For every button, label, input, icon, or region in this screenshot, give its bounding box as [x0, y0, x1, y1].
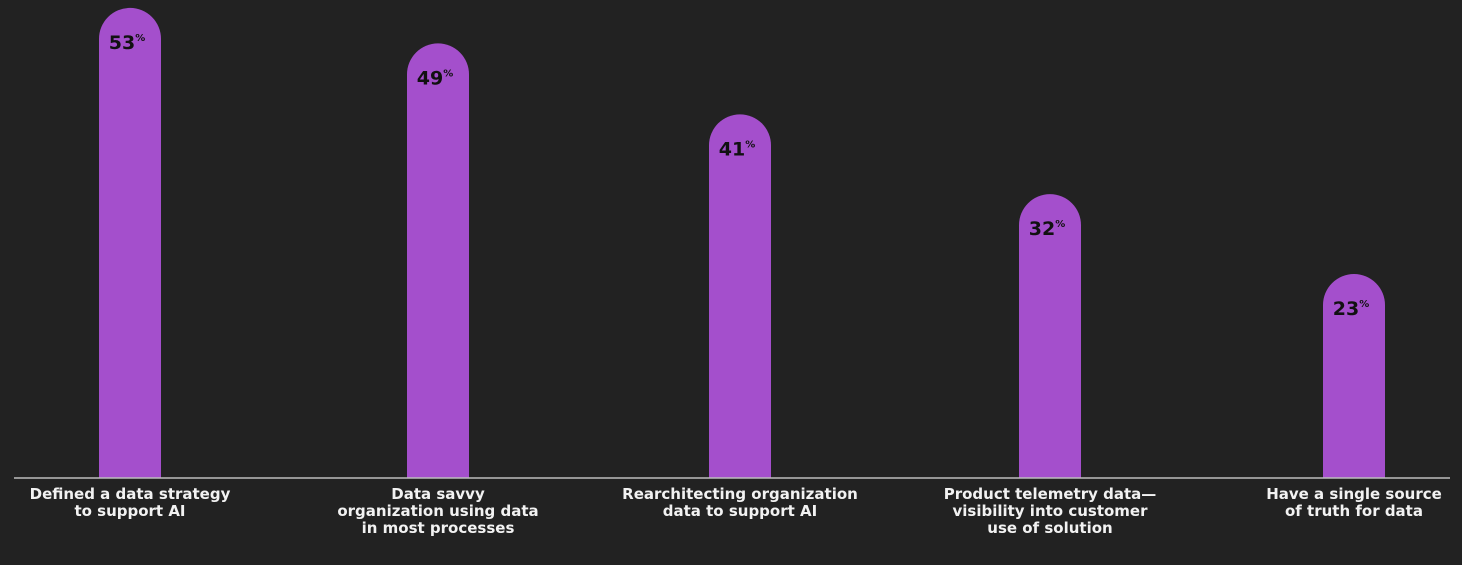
category-label-3: Rearchitecting organization data to supp… [622, 485, 858, 520]
category-label-1: Defined a data strategy to support AI [29, 485, 231, 520]
value-label-5: 23% [1333, 298, 1369, 320]
value-label-1: 53% [109, 32, 145, 54]
category-label-5: Have a single source of truth for data [1266, 485, 1442, 520]
category-label-2: Data savvy organization using data in mo… [337, 485, 539, 537]
bar-4 [1019, 194, 1081, 479]
bar-5 [1323, 273, 1385, 478]
bars-group: 53% 49% 41% 32% 23% [99, 7, 1385, 479]
value-label-4: 32% [1029, 218, 1065, 240]
bar-2 [407, 43, 469, 479]
value-label-2: 49% [417, 67, 453, 89]
bar-3 [709, 114, 771, 478]
category-label-4: Product telemetry data— visibility into … [943, 485, 1157, 537]
bar-1 [99, 7, 161, 478]
value-label-3: 41% [719, 138, 755, 160]
